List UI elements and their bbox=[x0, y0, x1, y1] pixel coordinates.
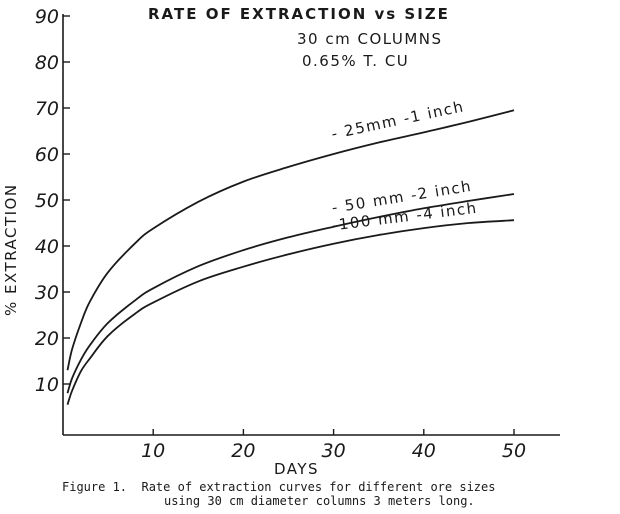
y-tick-label-50: 50 bbox=[35, 190, 59, 212]
x-tick-label-40: 40 bbox=[412, 440, 436, 462]
y-tick-label-90: 90 bbox=[35, 6, 59, 28]
series-line-3 bbox=[66, 219, 515, 405]
x-tick-label-30: 30 bbox=[322, 440, 346, 462]
series-line-2 bbox=[66, 193, 515, 394]
y-tick-label-20: 20 bbox=[35, 328, 59, 350]
figure-caption: Figure 1. Rate of extraction curves for … bbox=[62, 480, 618, 508]
chart-subtitle-columns: 30 cm COLUMNS bbox=[297, 30, 443, 48]
y-axis-label: % EXTRACTION bbox=[2, 183, 20, 316]
y-tick-label-30: 30 bbox=[35, 282, 59, 304]
caption-line-2: using 30 cm diameter columns 3 meters lo… bbox=[164, 494, 475, 508]
x-tick-label-50: 50 bbox=[502, 440, 526, 462]
chart-subtitle-grade: 0.65% T. CU bbox=[302, 52, 409, 70]
y-axis-ticks: 10 20 30 40 50 60 70 80 90 bbox=[35, 6, 70, 396]
y-tick-label-40: 40 bbox=[35, 236, 59, 258]
y-tick-label-10: 10 bbox=[35, 374, 59, 396]
caption-line-1: Figure 1. Rate of extraction curves for … bbox=[62, 480, 496, 494]
y-tick-label-80: 80 bbox=[35, 52, 59, 74]
x-axis-label: DAYS bbox=[274, 460, 319, 478]
extraction-chart: RATE OF EXTRACTION vs SIZE 30 cm COLUMNS… bbox=[2, 5, 560, 478]
y-tick-label-60: 60 bbox=[35, 144, 59, 166]
x-axis-ticks: 10 20 30 40 50 bbox=[141, 429, 526, 462]
series-line-1 bbox=[66, 109, 515, 371]
series-group: - 25mm -1 inch- 50 mm -2 inch-100 mm -4 … bbox=[66, 97, 515, 405]
chart-title: RATE OF EXTRACTION vs SIZE bbox=[148, 5, 450, 23]
x-tick-label-10: 10 bbox=[141, 440, 165, 462]
y-tick-label-70: 70 bbox=[35, 98, 59, 120]
series-label-1: - 25mm -1 inch bbox=[330, 97, 466, 143]
x-tick-label-20: 20 bbox=[231, 440, 255, 462]
